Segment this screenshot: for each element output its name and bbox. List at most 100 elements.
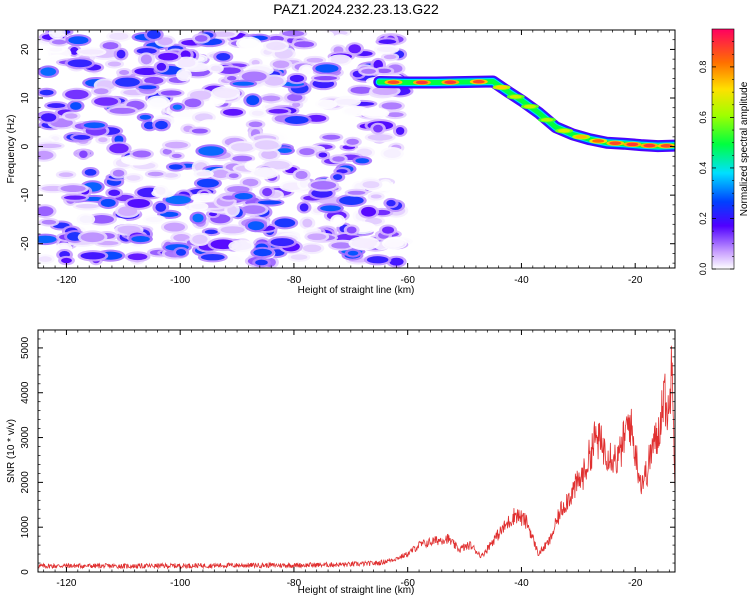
noise-blob bbox=[107, 61, 122, 67]
signal-peak bbox=[444, 80, 457, 85]
noise-blob bbox=[138, 85, 157, 90]
noise-blob bbox=[60, 185, 86, 192]
noise-blob bbox=[322, 134, 341, 140]
noise-blob bbox=[68, 36, 89, 45]
signal-peak bbox=[523, 104, 536, 109]
colorbar: 0.0 0.2 0.4 0.6 0.8 Normalized spectral ampl… bbox=[698, 28, 750, 276]
noise-blob bbox=[174, 111, 196, 117]
noise-blob bbox=[200, 253, 225, 261]
noise-blob bbox=[155, 202, 167, 212]
noise-blob bbox=[38, 150, 54, 160]
noise-blob bbox=[109, 143, 129, 154]
noise-blob bbox=[136, 48, 157, 55]
signal-band bbox=[376, 79, 675, 149]
noise-blob bbox=[287, 93, 303, 102]
noise-blob bbox=[144, 76, 164, 85]
noise-blob bbox=[320, 205, 341, 212]
noise-blob bbox=[84, 169, 97, 176]
noise-blob bbox=[331, 242, 352, 249]
noise-blob bbox=[241, 205, 266, 214]
noise-blob bbox=[302, 218, 313, 228]
x-tick-label: -120 bbox=[56, 275, 76, 286]
noise-blob bbox=[347, 190, 366, 195]
noise-blob bbox=[63, 195, 86, 200]
noise-blob bbox=[346, 138, 359, 145]
noise-blob bbox=[134, 67, 160, 75]
noise-blob bbox=[220, 226, 245, 234]
noise-blob bbox=[196, 178, 219, 188]
noise-blob bbox=[335, 36, 346, 43]
noise-blob bbox=[172, 104, 183, 110]
snr-frame bbox=[37, 329, 676, 573]
x-tick-label: -100 bbox=[170, 275, 190, 286]
noise-blob bbox=[284, 115, 309, 124]
y-tick-label: 20 bbox=[20, 43, 31, 55]
signal-peak bbox=[660, 144, 673, 148]
snr-panel: -120 -100 -80 -60 -40 -20 0 1000 2000 3000 4000 500… bbox=[6, 329, 676, 596]
noise-blob bbox=[330, 56, 349, 64]
snr-axes: -120 -100 -80 -60 -40 -20 0 1000 2000 3000 4000 500… bbox=[20, 330, 675, 589]
noise-blob bbox=[367, 134, 393, 141]
noise-blob bbox=[232, 81, 255, 86]
y-tick-label: -10 bbox=[20, 187, 31, 202]
noise-blob bbox=[386, 112, 404, 118]
noise-blob bbox=[347, 250, 359, 256]
noise-blob bbox=[204, 229, 218, 235]
noise-blob bbox=[370, 194, 382, 199]
noise-blob bbox=[317, 101, 335, 107]
noise-blob bbox=[38, 143, 62, 149]
noise-blob bbox=[79, 215, 93, 224]
colorbar-tick-label: 0.0 bbox=[698, 263, 708, 276]
noise-blob bbox=[346, 226, 357, 234]
noise-blob bbox=[315, 64, 339, 73]
noise-blob bbox=[301, 66, 312, 75]
noise-blob bbox=[339, 196, 364, 205]
noise-blob bbox=[254, 140, 279, 150]
noise-blob bbox=[109, 32, 129, 40]
noise-blob bbox=[247, 221, 265, 231]
noise-blob bbox=[241, 71, 267, 82]
noise-blob bbox=[253, 169, 277, 178]
noise-blob bbox=[191, 204, 206, 209]
noise-blob bbox=[313, 75, 338, 81]
noise-blob bbox=[164, 173, 179, 178]
noise-blob bbox=[149, 97, 168, 108]
noise-blob bbox=[156, 186, 166, 195]
noise-blob bbox=[165, 195, 191, 205]
noise-blob bbox=[192, 213, 204, 223]
noise-blob bbox=[232, 155, 253, 162]
noise-blob bbox=[262, 188, 273, 197]
noise-blob bbox=[49, 47, 63, 52]
noise-blob bbox=[361, 68, 376, 74]
noise-blob bbox=[179, 70, 189, 80]
noise-blob bbox=[175, 248, 187, 256]
noise-blob bbox=[147, 171, 164, 177]
noise-blob bbox=[310, 181, 337, 190]
noise-blob bbox=[389, 257, 404, 266]
noise-blob bbox=[248, 121, 263, 128]
noise-blob bbox=[143, 121, 155, 130]
noise-blob bbox=[351, 238, 377, 249]
colorbar-tick-label: 0.6 bbox=[698, 111, 708, 124]
y-tick-label: 0 bbox=[20, 143, 31, 149]
noise-blob bbox=[177, 58, 196, 68]
x-tick-label: -20 bbox=[628, 275, 643, 286]
noise-blob bbox=[213, 88, 238, 99]
noise-blob bbox=[184, 98, 202, 108]
noise-blob bbox=[80, 252, 106, 260]
spectrogram-plot-area bbox=[38, 30, 675, 268]
noise-blob bbox=[231, 241, 252, 251]
spectrogram-x-label: Height of straight line (km) bbox=[298, 285, 415, 296]
snr-x-label: Height of straight line (km) bbox=[298, 585, 415, 596]
x-tick-label: -80 bbox=[287, 578, 302, 589]
signal-peak bbox=[626, 142, 639, 147]
noise-blob bbox=[348, 44, 361, 54]
noise-blob bbox=[191, 128, 208, 134]
noise-blob bbox=[83, 122, 105, 129]
noise-blob bbox=[257, 200, 282, 205]
noise-blob bbox=[93, 88, 109, 95]
noise-blob bbox=[100, 198, 116, 207]
noise-blob bbox=[299, 148, 315, 156]
colorbar-tick-label: 0.4 bbox=[698, 162, 708, 175]
noise-blob bbox=[295, 170, 308, 180]
